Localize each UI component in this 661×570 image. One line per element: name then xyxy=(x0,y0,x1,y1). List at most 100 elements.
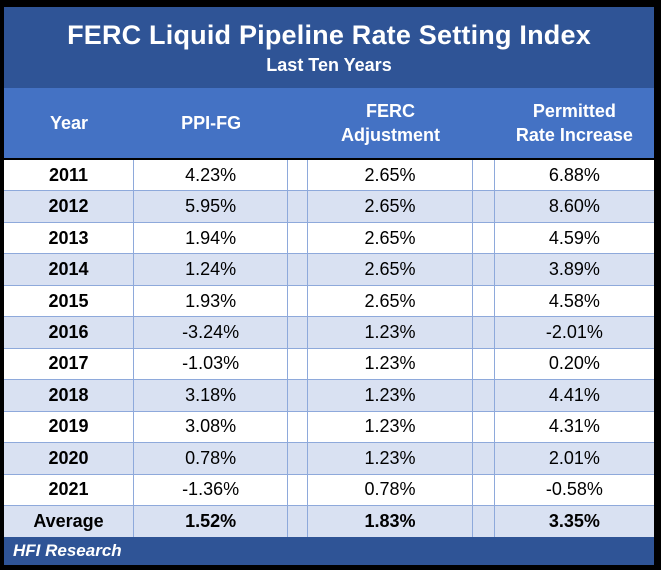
table-row-2019: 2019 3.08% 1.23% 4.31% xyxy=(4,411,654,444)
permitted-rate-cell: 6.88% xyxy=(548,164,600,185)
permitted-rate-cell: 4.41% xyxy=(548,384,600,405)
table-body: 2011 4.23% 2.65% 6.88% 2012 5.95% 2.65% … xyxy=(4,160,654,506)
column-header-row: Year PPI-FG FERC Adjustment Permitted Ra… xyxy=(4,88,654,160)
spacer-cell xyxy=(473,380,495,411)
year-cell: 2015 xyxy=(4,285,134,317)
ferc-adjustment-cell: 2.65% xyxy=(308,222,473,254)
year-cell: 2019 xyxy=(4,411,134,443)
ppi-fg-cell: 1.94% xyxy=(134,222,289,254)
spacer-cell xyxy=(288,191,309,222)
spacer-cell xyxy=(288,285,309,317)
spacer-cell xyxy=(473,317,495,348)
table-row-2018: 2018 3.18% 1.23% 4.41% xyxy=(4,380,654,412)
column-header-permitted-rate: Permitted Rate Increase xyxy=(495,88,654,158)
spacer-cell xyxy=(473,506,495,537)
permitted-rate-cell: 4.58% xyxy=(548,290,600,311)
ferc-rate-table: FERC Liquid Pipeline Rate Setting Index … xyxy=(4,7,654,565)
table-row-2016: 2016 -3.24% 1.23% -2.01% xyxy=(4,317,654,349)
ppi-fg-cell: 3.08% xyxy=(134,411,289,443)
spacer-cell xyxy=(288,222,309,254)
permitted-rate-cell: 2.01% xyxy=(548,447,600,468)
spacer-cell xyxy=(288,348,309,380)
ferc-adjustment-cell: 2.65% xyxy=(308,285,473,317)
ferc-adjustment-cell: 2.65% xyxy=(308,160,473,191)
table-row-2021: 2021 -1.36% 0.78% -0.58% xyxy=(4,474,654,506)
average-row: Average 1.52% 1.83% 3.35% xyxy=(4,506,654,537)
year-cell: 2013 xyxy=(4,222,134,254)
spacer-cell xyxy=(473,411,495,443)
ferc-adjustment-cell: 1.23% xyxy=(308,380,473,411)
spacer-cell xyxy=(473,160,495,191)
average-permitted-rate: 3.35% xyxy=(548,511,600,531)
permitted-rate-cell: 3.89% xyxy=(548,259,600,280)
permitted-rate-cell: 4.59% xyxy=(548,227,600,248)
table-row-2015: 2015 1.93% 2.65% 4.58% xyxy=(4,285,654,318)
ferc-adjustment-cell: 0.78% xyxy=(308,474,473,505)
title-bar: FERC Liquid Pipeline Rate Setting Index … xyxy=(4,7,654,88)
spacer-cell xyxy=(473,285,495,317)
spacer-cell xyxy=(288,160,309,191)
ferc-adjustment-cell: 1.23% xyxy=(308,411,473,443)
year-cell: 2014 xyxy=(4,254,134,285)
table-row-2012: 2012 5.95% 2.65% 8.60% xyxy=(4,191,654,223)
ppi-fg-cell: 5.95% xyxy=(134,191,289,222)
ppi-fg-cell: 1.24% xyxy=(134,254,289,285)
ppi-fg-cell: 1.93% xyxy=(134,285,289,317)
column-header-ferc-adjustment: FERC Adjustment xyxy=(308,88,472,158)
column-header-spacer xyxy=(288,88,308,158)
table-row-2020: 2020 0.78% 1.23% 2.01% xyxy=(4,443,654,475)
column-header-label: FERC xyxy=(365,100,415,121)
average-ferc-adjustment: 1.83% xyxy=(308,506,473,537)
column-header-label: PPI-FG xyxy=(181,112,242,133)
year-cell: 2021 xyxy=(4,474,134,505)
year-cell: 2012 xyxy=(4,191,134,222)
spacer-cell xyxy=(288,411,309,443)
permitted-rate-cell: -2.01% xyxy=(545,321,603,342)
ppi-fg-cell: 0.78% xyxy=(134,443,289,474)
year-cell: 2018 xyxy=(4,380,134,411)
ppi-fg-cell: 4.23% xyxy=(134,160,289,191)
source-label: HFI Research xyxy=(13,541,122,560)
spacer-cell xyxy=(473,474,495,505)
year-cell: 2016 xyxy=(4,317,134,348)
spacer-cell xyxy=(288,443,309,474)
spacer-cell xyxy=(473,222,495,254)
ppi-fg-cell: -1.03% xyxy=(134,348,289,380)
year-cell: 2017 xyxy=(4,348,134,380)
table-row-2013: 2013 1.94% 2.65% 4.59% xyxy=(4,222,654,255)
permitted-rate-cell: 0.20% xyxy=(548,353,600,374)
column-header-ppi-fg: PPI-FG xyxy=(134,88,288,158)
ferc-adjustment-cell: 1.23% xyxy=(308,348,473,380)
spacer-cell xyxy=(473,254,495,285)
spacer-cell xyxy=(288,254,309,285)
table-row-2011: 2011 4.23% 2.65% 6.88% xyxy=(4,160,654,192)
column-header-label: Permitted xyxy=(532,100,616,121)
spacer-cell xyxy=(288,474,309,505)
page-title: FERC Liquid Pipeline Rate Setting Index xyxy=(67,19,591,50)
permitted-rate-cell: -0.58% xyxy=(545,479,603,500)
ferc-adjustment-cell: 2.65% xyxy=(308,254,473,285)
permitted-rate-cell: 4.31% xyxy=(548,416,600,437)
average-label: Average xyxy=(4,506,134,537)
spacer-cell xyxy=(473,348,495,380)
column-header-spacer xyxy=(473,88,495,158)
spacer-cell xyxy=(288,380,309,411)
year-cell: 2011 xyxy=(4,160,134,191)
average-ppi-fg: 1.52% xyxy=(134,506,289,537)
ferc-adjustment-cell: 1.23% xyxy=(308,317,473,348)
column-header-year: Year xyxy=(4,88,134,158)
permitted-rate-cell: 8.60% xyxy=(548,196,600,217)
ppi-fg-cell: 3.18% xyxy=(134,380,289,411)
spacer-cell xyxy=(473,191,495,222)
ferc-adjustment-cell: 2.65% xyxy=(308,191,473,222)
column-header-label: Adjustment xyxy=(340,125,440,145)
spacer-cell xyxy=(473,443,495,474)
table-row-2014: 2014 1.24% 2.65% 3.89% xyxy=(4,254,654,286)
ppi-fg-cell: -1.36% xyxy=(134,474,289,505)
column-header-label: Year xyxy=(49,112,89,133)
table-row-2017: 2017 -1.03% 1.23% 0.20% xyxy=(4,348,654,381)
ppi-fg-cell: -3.24% xyxy=(134,317,289,348)
column-header-label: Rate Increase xyxy=(515,125,633,145)
year-cell: 2020 xyxy=(4,443,134,474)
